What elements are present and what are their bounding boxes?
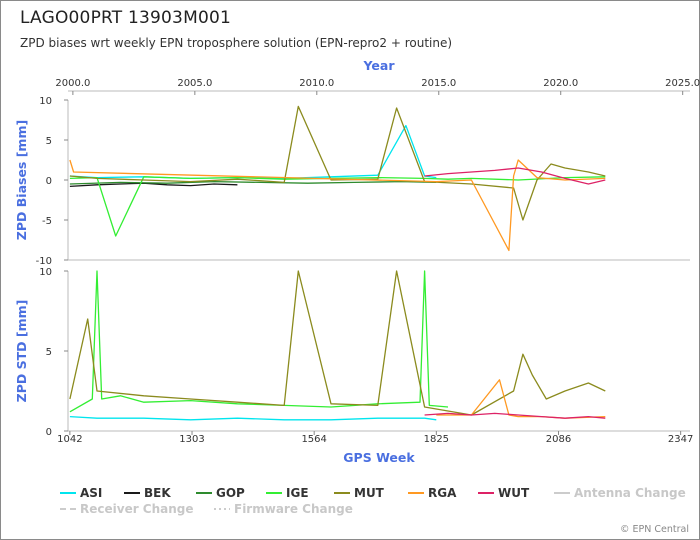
legend-label-gop: GOP <box>216 486 245 500</box>
series-gop-bias-line <box>69 180 437 185</box>
year-tick-label: 2025.0 <box>665 78 700 89</box>
legend-label-bek: BEK <box>144 486 171 500</box>
week-tick-label: 2347 <box>668 434 693 445</box>
top-axis-title: Year <box>363 58 396 73</box>
week-tick-label: 1825 <box>424 434 449 445</box>
legend-label-mut: MUT <box>354 486 385 500</box>
series-ige-bias-line <box>69 176 606 237</box>
year-tick-label: 2010.0 <box>299 78 334 89</box>
y-tick-label: 0 <box>46 176 52 187</box>
series-rga-bias-line <box>69 159 606 252</box>
series-ige-std-line <box>69 270 449 413</box>
y-tick-label: 10 <box>39 267 52 278</box>
week-tick-label: 1042 <box>57 434 82 445</box>
week-tick-label: 2086 <box>546 434 571 445</box>
legend-label-rga: RGA <box>428 486 457 500</box>
legend-label-asi: ASI <box>80 486 102 500</box>
year-tick-label: 2015.0 <box>421 78 456 89</box>
series-wut-bias-line <box>424 167 606 185</box>
credit-text: © EPN Central <box>620 524 689 535</box>
y-tick-label: 0 <box>46 427 52 438</box>
y-tick-label: -10 <box>36 256 52 267</box>
legend-label-wut: WUT <box>498 486 530 500</box>
y-tick-label: 5 <box>46 347 52 358</box>
year-tick-label: 2005.0 <box>177 78 212 89</box>
legend-label-receiver-change: Receiver Change <box>80 502 194 516</box>
year-tick-label: 2020.0 <box>543 78 578 89</box>
y-tick-label: -5 <box>42 216 52 227</box>
y-tick-label: 5 <box>46 136 52 147</box>
legend-label-firmware-change: Firmware Change <box>234 502 353 516</box>
legend-label-ige: IGE <box>286 486 309 500</box>
y-tick-label: 10 <box>39 96 52 107</box>
series-asi-bias-line <box>69 124 437 180</box>
legend-label-antenna-change: Antenna Change <box>574 486 686 500</box>
series-mut-bias-line <box>69 105 606 221</box>
year-tick-label: 2000.0 <box>55 78 90 89</box>
series-asi-std-line <box>69 415 437 421</box>
bottom-axis-title: GPS Week <box>343 450 415 465</box>
series-bek-bias-line <box>69 182 238 188</box>
week-tick-label: 1303 <box>179 434 204 445</box>
series-wut-std-line <box>424 412 606 419</box>
week-tick-label: 1564 <box>301 434 326 445</box>
series-mut-std-line <box>69 270 606 416</box>
chart-title: LAGO00PRT 13903M001 <box>20 8 231 28</box>
panel-std-ylabel: ZPD STD [mm] <box>14 300 29 403</box>
panel-bias-ylabel: ZPD Biases [mm] <box>14 120 29 240</box>
chart-subtitle: ZPD biases wrt weekly EPN troposphere so… <box>20 36 453 50</box>
